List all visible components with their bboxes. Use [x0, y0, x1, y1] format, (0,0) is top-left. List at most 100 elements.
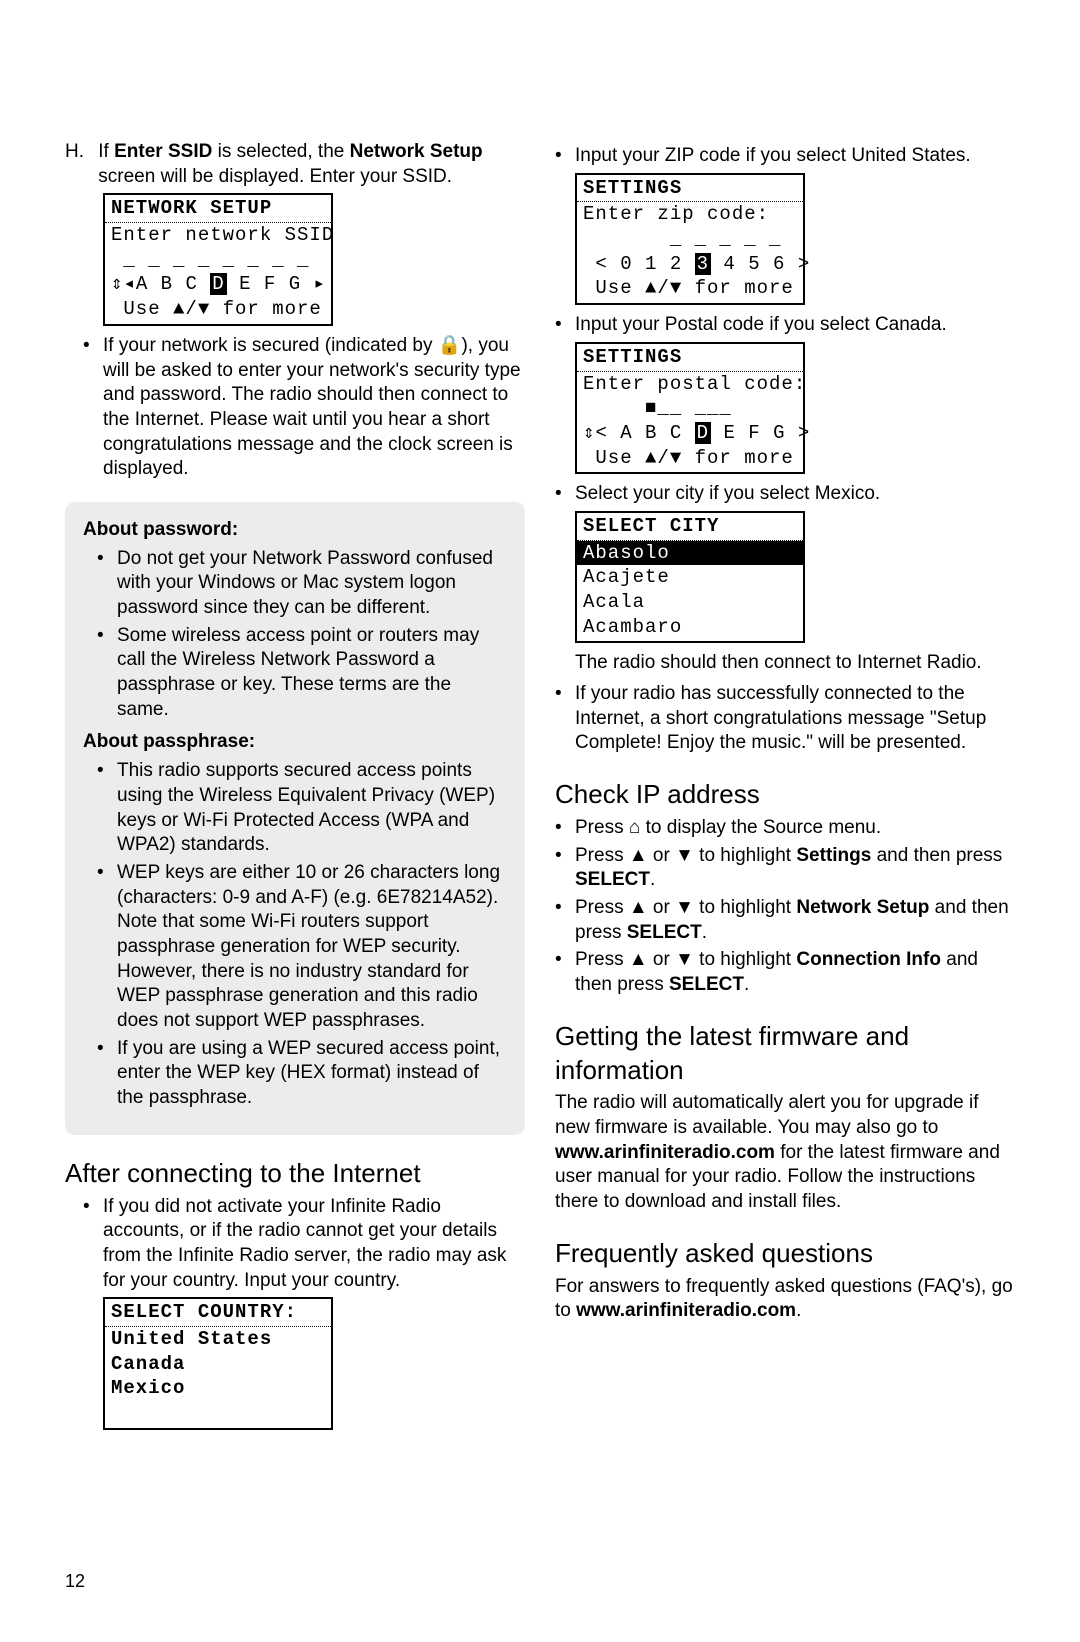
list-item: If you are using a WEP secured access po…: [97, 1037, 507, 1111]
bold-network-setup: Network Setup: [350, 141, 483, 162]
text: .: [796, 1300, 801, 1321]
lcd-line-selected: Abasolo: [577, 541, 803, 566]
text: If: [98, 141, 114, 162]
item-h-marker: H.: [65, 140, 93, 165]
bullet-list: If your network is secured (indicated by…: [65, 334, 525, 482]
text: Press ▲ or ▼ to highlight: [575, 949, 796, 970]
lcd-title: SETTINGS: [577, 175, 803, 203]
lcd-line: Enter network SSID: [105, 223, 331, 248]
faq-text: For answers to frequently asked question…: [555, 1275, 1015, 1324]
list-item: Press ▲ or ▼ to highlight Connection Inf…: [555, 948, 1015, 997]
section-check-ip: Check IP address: [555, 778, 1015, 812]
lcd-title: SELECT CITY: [577, 513, 803, 541]
lcd-title: SELECT COUNTRY:: [105, 1299, 331, 1327]
lcd-line: Acajete: [577, 565, 803, 590]
right-list-congrats: If your radio has successfully connected…: [555, 682, 1015, 756]
text: E F G >: [711, 422, 810, 444]
list-item: Select your city if you select Mexico.: [555, 482, 1015, 507]
lcd-line: _ _ _ _ _: [577, 227, 803, 252]
lcd-line: Acambaro: [577, 615, 803, 640]
list-item: This radio supports secured access point…: [97, 759, 507, 858]
text: ⇕◂A B C: [111, 273, 210, 295]
home-icon: ⌂: [629, 817, 640, 838]
text: ), you will be asked to enter your netwo…: [103, 335, 521, 479]
info-box-password: About password: Do not get your Network …: [65, 502, 525, 1135]
list-item: Some wireless access point or routers ma…: [97, 624, 507, 723]
right-column: Input your ZIP code if you select United…: [555, 140, 1015, 1438]
list-item: Input your ZIP code if you select United…: [555, 144, 1015, 169]
lcd-zip: SETTINGS Enter zip code: _ _ _ _ _ < 0 1…: [575, 173, 805, 305]
list-item: Input your Postal code if you select Can…: [555, 313, 1015, 338]
text: Press ▲ or ▼ to highlight: [575, 845, 796, 866]
section-firmware: Getting the latest firmware and informat…: [555, 1020, 1015, 1088]
list-item: WEP keys are either 10 or 26 characters …: [97, 861, 507, 1034]
content-columns: H. If Enter SSID is selected, the Networ…: [65, 140, 1015, 1438]
lcd-line: Enter postal code:: [577, 372, 803, 397]
list-item: Press ▲ or ▼ to highlight Network Setup …: [555, 896, 1015, 945]
text: 4 5 6 >: [711, 253, 810, 275]
text: If your network is secured (indicated by: [103, 335, 438, 356]
list-item: If your radio has successfully connected…: [555, 682, 1015, 756]
bold-url: www.arinfiniteradio.com: [576, 1300, 796, 1321]
bold-settings: Settings: [796, 845, 871, 866]
list-item: If you did not activate your Infinite Ra…: [83, 1195, 525, 1294]
lcd-line: < 0 1 2 3 4 5 6 >: [577, 252, 803, 277]
after-city-text: The radio should then connect to Interne…: [555, 651, 1015, 676]
text: E F G ▸: [227, 273, 326, 295]
item-h-body: If Enter SSID is selected, the Network S…: [98, 140, 518, 189]
lcd-line: ⇕◂A B C D E F G ▸: [105, 272, 331, 297]
lcd-line: Enter zip code:: [577, 202, 803, 227]
text: .: [702, 922, 707, 943]
lock-icon: 🔒: [438, 335, 462, 356]
lcd-line-empty: [105, 1401, 331, 1426]
bold-select: SELECT: [627, 922, 702, 943]
bold-enter-ssid: Enter SSID: [114, 141, 212, 162]
text: ⇕< A B C: [583, 422, 695, 444]
lcd-city: SELECT CITY Abasolo Acajete Acala Acamba…: [575, 511, 805, 643]
section-faq: Frequently asked questions: [555, 1237, 1015, 1271]
after-list: If you did not activate your Infinite Ra…: [65, 1195, 525, 1294]
ip-list: Press ⌂ to display the Source menu. Pres…: [555, 816, 1015, 998]
firmware-text: The radio will automatically alert you f…: [555, 1091, 1015, 1214]
lcd-line: ⇕< A B C D E F G >: [577, 421, 803, 446]
lcd-line: Canada: [105, 1352, 331, 1377]
list-item: Press ▲ or ▼ to highlight Settings and t…: [555, 844, 1015, 893]
lcd-line: _ _ _ _ _ _ _ _: [105, 248, 331, 273]
left-column: H. If Enter SSID is selected, the Networ…: [65, 140, 525, 1438]
highlighted-char: 3: [695, 253, 711, 275]
lcd-postal: SETTINGS Enter postal code: ■__ ___ ⇕< A…: [575, 342, 805, 474]
text: Press: [575, 817, 629, 838]
text: The radio will automatically alert you f…: [555, 1092, 978, 1138]
text: and then press: [871, 845, 1002, 866]
text: screen will be displayed. Enter your SSI…: [98, 166, 452, 187]
list-item: Press ⌂ to display the Source menu.: [555, 816, 1015, 841]
bold-url: www.arinfiniteradio.com: [555, 1142, 775, 1163]
bold-network-setup: Network Setup: [796, 897, 929, 918]
text: Press ▲ or ▼ to highlight: [575, 897, 796, 918]
lcd-line: Use ▲/▼ for more: [577, 446, 803, 471]
about-password-heading: About password:: [83, 518, 507, 543]
lcd-select-country: SELECT COUNTRY: United States Canada Mex…: [103, 1297, 333, 1429]
right-list-postal: Input your Postal code if you select Can…: [555, 313, 1015, 338]
list-item: Do not get your Network Password confuse…: [97, 547, 507, 621]
text: to display the Source menu.: [640, 817, 881, 838]
highlighted-char: D: [210, 273, 226, 295]
text: < 0 1 2: [583, 253, 695, 275]
right-list-zip: Input your ZIP code if you select United…: [555, 144, 1015, 169]
lcd-title: SETTINGS: [577, 344, 803, 372]
lcd-line: Mexico: [105, 1376, 331, 1401]
lcd-line: Acala: [577, 590, 803, 615]
lcd-line: Use ▲/▼ for more: [577, 276, 803, 301]
password-list: Do not get your Network Password confuse…: [83, 547, 507, 723]
about-passphrase-heading: About passphrase:: [83, 730, 507, 755]
bold-select: SELECT: [669, 974, 744, 995]
text: .: [744, 974, 749, 995]
lcd-title: NETWORK SETUP: [105, 195, 331, 223]
lcd-line: ■__ ___: [577, 396, 803, 421]
lcd-line: United States: [105, 1327, 331, 1352]
passphrase-list: This radio supports secured access point…: [83, 759, 507, 1111]
right-list-city: Select your city if you select Mexico.: [555, 482, 1015, 507]
section-after-connecting: After connecting to the Internet: [65, 1157, 525, 1191]
lcd-line: Use ▲/▼ for more: [105, 297, 331, 322]
page-number: 12: [65, 1571, 85, 1592]
